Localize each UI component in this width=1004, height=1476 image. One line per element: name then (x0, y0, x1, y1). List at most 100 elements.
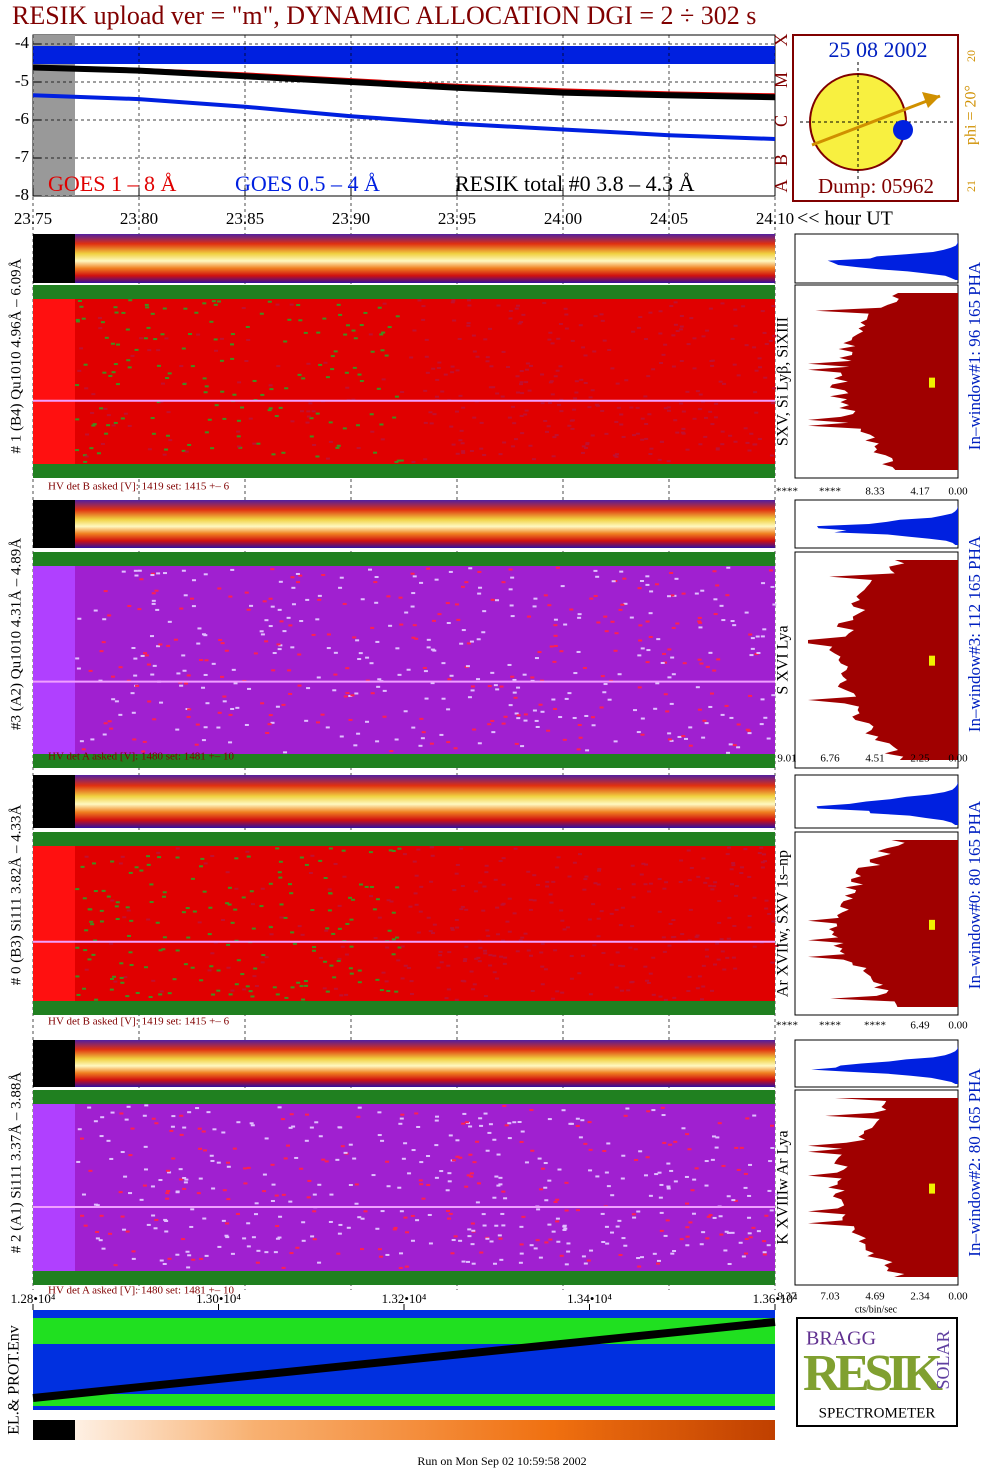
speckle (459, 429, 464, 432)
speckle (733, 1199, 738, 1202)
speckle (629, 616, 634, 619)
speckle (162, 891, 167, 894)
speckle (151, 602, 156, 605)
panel-label: # 0 (B3) Si111 3.82Å – 4.33Å (8, 805, 24, 986)
speckle (397, 1186, 402, 1189)
title: RESIK upload ver = "m", DYNAMIC ALLOCATI… (12, 1, 756, 30)
speckle (79, 740, 84, 743)
speckle (159, 990, 164, 993)
speckle (175, 728, 180, 731)
speckle (259, 312, 264, 315)
speckle (240, 406, 245, 409)
speckle (197, 627, 202, 630)
speckle (538, 1256, 543, 1259)
speckle (677, 735, 682, 738)
speckle (304, 984, 309, 987)
speckle (134, 348, 139, 351)
speckle (265, 731, 270, 734)
speckle (701, 335, 706, 338)
x-tick-label: 24.00 (544, 209, 582, 228)
speckle (385, 1160, 390, 1163)
speckle (140, 654, 145, 657)
speckle (426, 646, 431, 649)
speckle (467, 304, 472, 307)
saturation-band (33, 46, 775, 64)
speckle (196, 333, 201, 336)
speckle (387, 326, 392, 329)
speckle (640, 438, 645, 441)
speckle (587, 1121, 592, 1124)
speckle (548, 893, 553, 896)
speckle (727, 1262, 732, 1265)
speckle (706, 1215, 711, 1218)
x-tick-label: 23.95 (438, 209, 476, 228)
speckle (127, 424, 132, 427)
speckle (470, 1222, 475, 1225)
speckle (649, 447, 654, 450)
speckle (526, 870, 531, 873)
speckle (559, 650, 564, 653)
scale-label: 4.17 (910, 486, 930, 498)
speckle (394, 461, 399, 464)
speckle (206, 1111, 211, 1114)
speckle (292, 942, 297, 945)
speckle (466, 642, 471, 645)
speckle (355, 639, 360, 642)
speckle (512, 678, 517, 681)
speckle (572, 861, 577, 864)
speckle (726, 937, 731, 940)
speckle (685, 1226, 690, 1229)
speckle (340, 1145, 345, 1148)
speckle (214, 404, 219, 407)
speckle (768, 1160, 773, 1163)
speckle (246, 855, 251, 858)
speckle (128, 299, 133, 302)
speckle (82, 987, 87, 990)
speckle (703, 435, 708, 438)
speckle (726, 1231, 731, 1234)
speckle (600, 1212, 605, 1215)
speckle (479, 447, 484, 450)
speckle (639, 1256, 644, 1259)
speckle (478, 1117, 483, 1120)
speckle (81, 1193, 86, 1196)
speckle (577, 613, 582, 616)
speckle (382, 302, 387, 305)
speckle (640, 647, 645, 650)
speckle (353, 744, 358, 747)
speckle (666, 1185, 671, 1188)
speckle (601, 1241, 606, 1244)
speckle (375, 740, 380, 743)
speckle (600, 409, 605, 412)
speckle (352, 636, 357, 639)
speckle (534, 657, 539, 660)
speckle (95, 1204, 100, 1207)
speckle (426, 1155, 431, 1158)
speckle (303, 980, 308, 983)
speckle (167, 992, 172, 995)
speckle (508, 317, 513, 320)
logo-side: SOLAR (933, 1330, 953, 1389)
speckle (403, 1142, 408, 1145)
speckle (376, 387, 381, 390)
speckle (729, 868, 734, 871)
speckle (416, 1125, 421, 1128)
speckle (658, 1196, 663, 1199)
speckle (596, 935, 601, 938)
speckle (381, 331, 386, 334)
speckle (496, 1153, 501, 1156)
speckle (161, 948, 166, 951)
speckle (249, 604, 254, 607)
speckle (607, 349, 612, 352)
speckle (476, 956, 481, 959)
speckle (666, 460, 671, 463)
speckle (698, 621, 703, 624)
speckle (747, 914, 752, 917)
speckle (410, 1214, 415, 1217)
speckle (225, 1161, 230, 1164)
speckle (76, 1160, 81, 1163)
speckle (291, 586, 296, 589)
speckle (423, 389, 428, 392)
speckle (551, 698, 556, 701)
